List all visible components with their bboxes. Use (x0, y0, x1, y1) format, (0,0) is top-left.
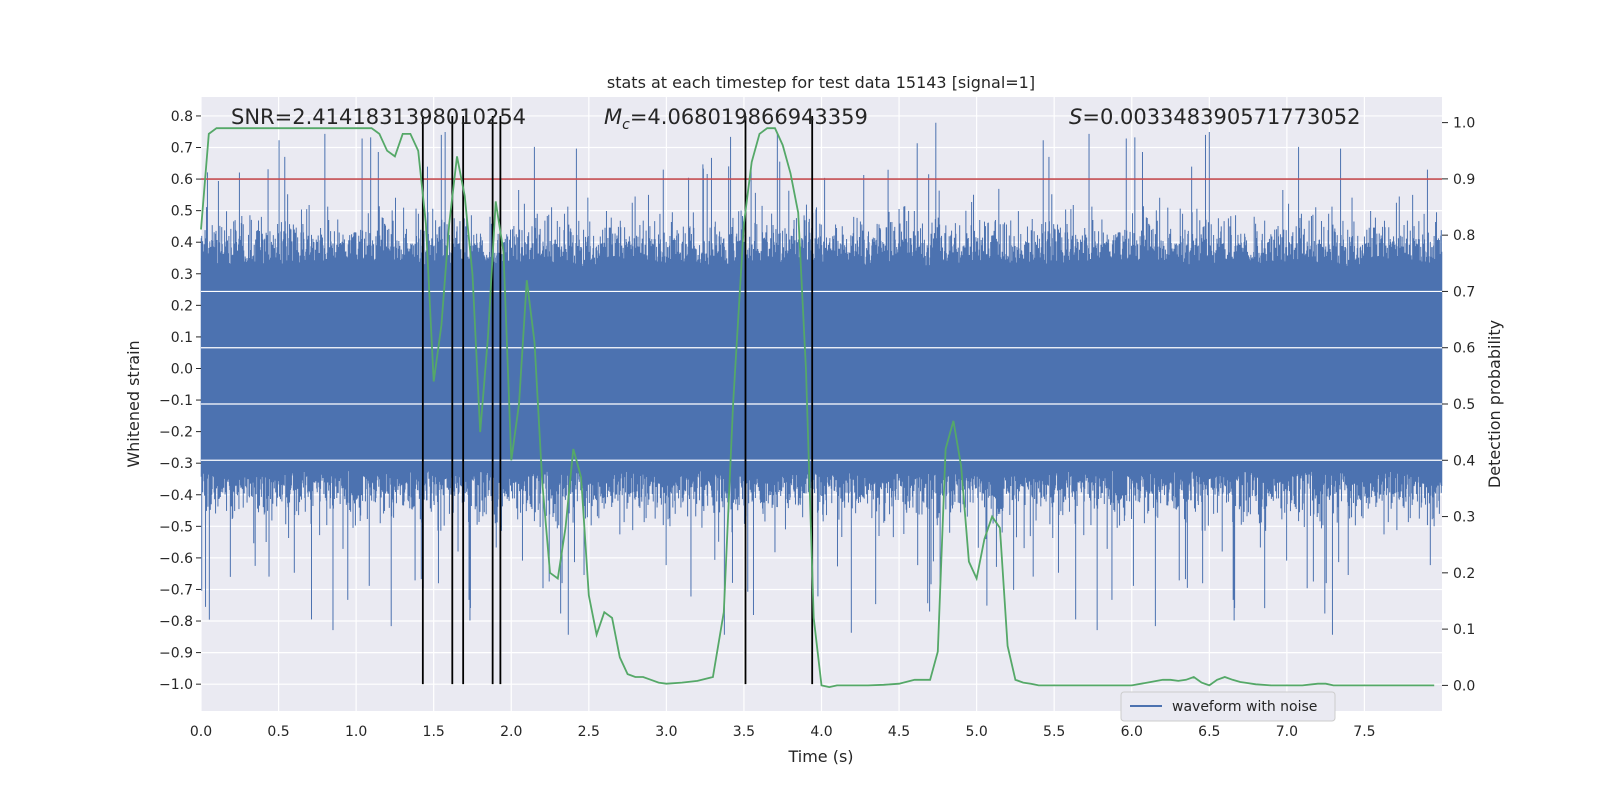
y-right-tick-label-9: 0.9 (1453, 172, 1475, 188)
y-right-axis-label: Detection probability (1485, 320, 1504, 488)
s-symbol: S (1069, 105, 1082, 129)
y-right-tick-label-5: 0.5 (1453, 397, 1475, 413)
y-left-tick-label-16: 0.6 (171, 172, 193, 188)
chart-title: stats at each timestep for test data 151… (607, 73, 1035, 92)
s-value: =0.003348390571773052 (1082, 105, 1360, 129)
y-right-tick-label-2: 0.2 (1453, 566, 1475, 582)
y-right-tick-label-0: 0.0 (1453, 678, 1475, 694)
s-annotation: S=0.003348390571773052 (1069, 105, 1360, 129)
detection-probability-line (200, 127, 1435, 689)
x-tick-label-3: 1.5 (423, 724, 445, 740)
y-right-tick-label-1: 0.1 (1453, 622, 1475, 638)
x-tick-label-13: 6.5 (1198, 724, 1220, 740)
y-right-tick-label-4: 0.4 (1453, 453, 1475, 469)
y-right-tick-label-8: 0.8 (1453, 228, 1475, 244)
x-tick-label-11: 5.5 (1043, 724, 1065, 740)
y-left-tick-label-17: 0.7 (171, 141, 193, 157)
y-left-tick-label-18: 0.8 (171, 109, 193, 125)
chirp-mass-annotation: Mc=4.068019866943359 (604, 105, 868, 133)
x-axis-label: Time (s) (787, 747, 853, 766)
x-tick-label-4: 2.0 (500, 724, 522, 740)
x-axis-ticks: 0.0 0.5 1.0 1.5 2.0 2.5 3.0 3.5 4.0 4.5 5.0 5.5 6.0 6… (190, 724, 1376, 740)
waveform-core (201, 305, 1442, 432)
y-left-tick-label-13: 0.3 (171, 267, 193, 283)
x-tick-label-5: 2.5 (578, 724, 600, 740)
y-left-tick-label-12: 0.2 (171, 298, 193, 314)
y-left-axis-label: Whitened strain (124, 340, 143, 467)
y-left-tick-label-14: 0.4 (171, 235, 193, 251)
x-tick-label-8: 4.0 (810, 724, 832, 740)
y-left-tick-label-1: −0.9 (159, 646, 193, 662)
legend-label-waveform: waveform with noise (1172, 699, 1317, 715)
y-left-axis-ticks: −1.0 −0.9 −0.8 −0.7 −0.6 −0.5 −0.4 −0.3 −0.2 −0.1… (159, 109, 201, 693)
snr-annotation: SNR=2.4141831398010254 (231, 105, 526, 129)
y-right-tick-label-10: 1.0 (1453, 116, 1475, 132)
y-left-tick-label-6: −0.4 (159, 488, 193, 504)
x-tick-label-6: 3.0 (655, 724, 677, 740)
y-left-tick-label-2: −0.8 (159, 614, 193, 630)
x-tick-label-1: 0.5 (267, 724, 289, 740)
x-tick-label-9: 4.5 (888, 724, 910, 740)
x-tick-label-0: 0.0 (190, 724, 212, 740)
x-tick-label-12: 6.0 (1121, 724, 1143, 740)
legend-box (1120, 691, 1336, 722)
chirp-mass-value: =4.068019866943359 (630, 105, 868, 129)
y-right-tick-label-6: 0.6 (1453, 341, 1475, 357)
y-left-tick-label-8: −0.2 (159, 425, 193, 441)
y-left-tick-label-4: −0.6 (159, 551, 193, 567)
x-tick-label-2: 1.0 (345, 724, 367, 740)
x-tick-label-15: 7.5 (1353, 724, 1375, 740)
y-left-tick-label-9: −0.1 (159, 393, 193, 409)
x-tick-label-14: 7.0 (1276, 724, 1298, 740)
y-left-tick-label-7: −0.3 (159, 456, 193, 472)
y-right-tick-label-3: 0.3 (1453, 510, 1475, 526)
y-left-tick-label-3: −0.7 (159, 582, 193, 598)
y-left-tick-label-11: 0.1 (171, 330, 193, 346)
x-tick-label-7: 3.5 (733, 724, 755, 740)
x-tick-label-10: 5.0 (965, 724, 987, 740)
chirp-mass-symbol: M (604, 105, 622, 129)
y-left-tick-label-0: −1.0 (159, 677, 193, 693)
y-left-tick-label-10: 0.0 (171, 361, 193, 377)
y-right-axis-ticks: 0.0 0.1 0.2 0.3 0.4 0.5 0.6 0.7 0.8 0.9 1.0 (1442, 116, 1475, 694)
y-left-tick-label-15: 0.5 (171, 204, 193, 220)
chirp-mass-subscript: c (622, 117, 630, 133)
y-left-tick-label-5: −0.5 (159, 519, 193, 535)
y-right-tick-label-7: 0.7 (1453, 284, 1475, 300)
legend: waveform with noise (1120, 691, 1336, 722)
